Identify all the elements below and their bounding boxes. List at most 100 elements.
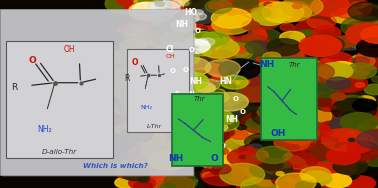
Circle shape — [213, 136, 232, 146]
Circle shape — [105, 0, 149, 14]
Circle shape — [275, 101, 296, 112]
Text: S: S — [174, 91, 180, 97]
Circle shape — [119, 54, 137, 63]
Circle shape — [256, 146, 283, 160]
Circle shape — [186, 119, 200, 125]
Circle shape — [146, 77, 158, 83]
Circle shape — [121, 150, 152, 165]
Text: R: R — [11, 83, 17, 92]
Circle shape — [322, 159, 356, 176]
Circle shape — [120, 109, 165, 131]
Circle shape — [285, 43, 311, 56]
Circle shape — [196, 48, 211, 56]
Circle shape — [214, 176, 247, 188]
Circle shape — [333, 157, 367, 175]
Circle shape — [220, 163, 265, 186]
Text: R: R — [125, 74, 130, 83]
Circle shape — [117, 0, 133, 5]
Circle shape — [183, 75, 218, 93]
Circle shape — [134, 53, 143, 57]
Circle shape — [152, 7, 192, 26]
Circle shape — [199, 125, 233, 142]
Circle shape — [237, 146, 271, 163]
Circle shape — [132, 2, 161, 17]
FancyBboxPatch shape — [2, 11, 195, 177]
Circle shape — [285, 153, 293, 157]
Circle shape — [314, 59, 350, 77]
Circle shape — [366, 67, 372, 70]
Circle shape — [331, 8, 362, 24]
Circle shape — [151, 92, 181, 106]
Circle shape — [115, 75, 150, 92]
Circle shape — [262, 132, 302, 152]
Circle shape — [268, 120, 284, 127]
Circle shape — [166, 124, 189, 135]
Circle shape — [238, 78, 273, 95]
Circle shape — [229, 77, 272, 98]
Circle shape — [251, 8, 271, 17]
Circle shape — [316, 178, 328, 184]
Circle shape — [358, 44, 378, 55]
Circle shape — [245, 113, 271, 125]
Circle shape — [270, 132, 293, 144]
Circle shape — [184, 0, 227, 19]
Circle shape — [213, 82, 227, 89]
Circle shape — [173, 149, 195, 160]
Circle shape — [302, 171, 332, 186]
Circle shape — [338, 39, 349, 44]
Circle shape — [151, 30, 191, 50]
Circle shape — [266, 134, 302, 152]
Circle shape — [261, 48, 291, 63]
Circle shape — [183, 95, 209, 108]
Circle shape — [180, 125, 189, 129]
Circle shape — [119, 89, 158, 108]
Circle shape — [249, 27, 262, 34]
Circle shape — [218, 0, 260, 14]
Circle shape — [180, 177, 187, 180]
Circle shape — [341, 144, 358, 152]
Circle shape — [203, 83, 212, 87]
Circle shape — [226, 32, 241, 40]
Circle shape — [138, 177, 149, 182]
Circle shape — [260, 83, 288, 96]
Circle shape — [219, 127, 226, 130]
Circle shape — [287, 135, 314, 148]
Circle shape — [214, 88, 244, 103]
Circle shape — [233, 16, 254, 26]
Circle shape — [330, 117, 359, 131]
Circle shape — [143, 108, 170, 122]
Circle shape — [196, 79, 220, 91]
Circle shape — [173, 113, 210, 131]
Circle shape — [214, 124, 228, 131]
Circle shape — [133, 14, 150, 23]
Circle shape — [151, 77, 173, 88]
Circle shape — [143, 164, 158, 172]
Circle shape — [195, 93, 231, 111]
FancyBboxPatch shape — [125, 0, 378, 188]
Circle shape — [229, 27, 252, 38]
Circle shape — [118, 26, 133, 34]
Circle shape — [172, 23, 187, 30]
Circle shape — [258, 5, 270, 11]
Circle shape — [133, 0, 158, 9]
Text: NH₂: NH₂ — [141, 105, 153, 110]
Circle shape — [125, 103, 150, 116]
Circle shape — [141, 99, 186, 122]
Circle shape — [276, 148, 296, 158]
Circle shape — [342, 4, 378, 26]
Circle shape — [153, 36, 167, 43]
Text: N: N — [188, 91, 194, 97]
Circle shape — [222, 56, 254, 72]
Circle shape — [238, 113, 251, 120]
Circle shape — [276, 125, 308, 141]
Circle shape — [204, 114, 239, 132]
Circle shape — [286, 100, 328, 121]
Circle shape — [148, 51, 175, 64]
Circle shape — [138, 0, 170, 10]
Circle shape — [236, 83, 274, 102]
Text: O: O — [232, 96, 239, 102]
Circle shape — [133, 64, 160, 77]
Circle shape — [172, 73, 215, 94]
Circle shape — [299, 76, 337, 95]
Circle shape — [289, 80, 307, 89]
